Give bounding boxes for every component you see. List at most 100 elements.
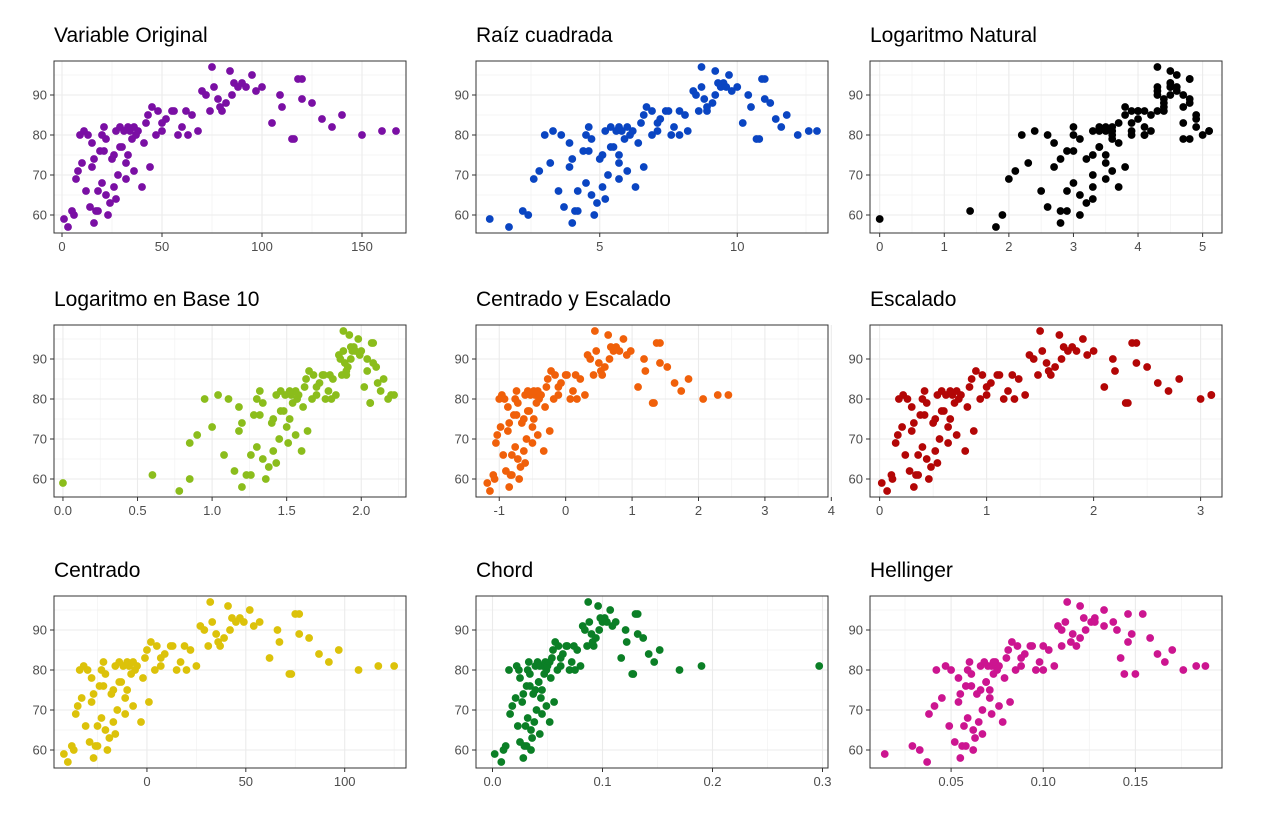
data-point — [952, 431, 961, 439]
x-tick-label: 3 — [761, 503, 768, 518]
data-point — [200, 395, 209, 403]
data-point — [603, 618, 611, 626]
data-point — [1120, 670, 1129, 678]
data-point — [551, 371, 559, 379]
data-point — [363, 367, 372, 375]
data-point — [1069, 179, 1078, 187]
data-point — [588, 638, 597, 646]
panel-title: Centrado y Escalado — [476, 288, 671, 311]
data-point — [354, 335, 363, 343]
data-point — [766, 99, 775, 107]
data-point — [315, 650, 323, 658]
data-point — [631, 183, 640, 191]
data-point — [363, 355, 372, 363]
data-point — [258, 455, 267, 463]
data-point — [1134, 107, 1142, 115]
data-point — [877, 479, 886, 487]
data-point — [526, 682, 534, 690]
data-point — [1134, 115, 1142, 123]
data-point — [744, 91, 753, 99]
data-point — [390, 662, 399, 670]
data-point — [965, 383, 974, 391]
data-point — [300, 383, 309, 391]
data-point — [905, 467, 914, 475]
data-point — [111, 730, 120, 738]
data-point — [1108, 167, 1117, 175]
data-point — [1057, 626, 1066, 634]
data-point — [1036, 327, 1045, 335]
y-tick-label: 90 — [455, 88, 469, 103]
data-point — [1082, 199, 1091, 207]
plot-background — [476, 325, 828, 497]
data-point — [930, 702, 939, 710]
x-tick-label: 150 — [351, 239, 373, 254]
data-point — [1127, 107, 1136, 115]
data-point — [265, 654, 274, 662]
data-point — [1127, 630, 1136, 638]
data-point — [246, 471, 255, 479]
data-point — [110, 151, 118, 159]
data-point — [486, 487, 494, 495]
data-point — [208, 618, 217, 626]
data-point — [956, 754, 965, 762]
data-point — [545, 427, 554, 435]
data-point — [210, 83, 218, 91]
data-point — [992, 223, 1000, 231]
data-point — [1207, 391, 1216, 399]
x-tick-label: -1 — [493, 503, 505, 518]
y-tick-label: 70 — [33, 703, 47, 718]
data-point — [88, 163, 96, 171]
data-point — [606, 143, 615, 151]
data-point — [995, 702, 1003, 710]
data-point — [516, 674, 524, 682]
data-point — [620, 135, 629, 143]
data-point — [933, 459, 942, 467]
data-point — [605, 355, 614, 363]
data-point — [1002, 654, 1011, 662]
data-point — [345, 331, 354, 339]
x-tick-label: 1 — [628, 503, 635, 518]
data-point — [497, 758, 506, 766]
data-point — [545, 718, 554, 726]
data-point — [483, 479, 492, 487]
plot-border — [53, 595, 407, 769]
x-tick-label: 5 — [596, 239, 603, 254]
data-point — [490, 475, 499, 483]
plot-background — [54, 325, 406, 497]
data-point — [1017, 662, 1026, 670]
data-point — [539, 447, 548, 455]
data-point — [97, 714, 106, 722]
data-point — [639, 163, 648, 171]
data-point — [925, 710, 933, 718]
data-point — [503, 427, 512, 435]
data-point — [86, 203, 94, 211]
y-tick-label: 90 — [455, 352, 469, 367]
data-point — [573, 207, 582, 215]
y-tick-label: 70 — [849, 703, 863, 718]
data-point — [84, 131, 92, 139]
data-point — [545, 658, 554, 666]
data-point — [1017, 131, 1026, 139]
data-point — [944, 423, 953, 431]
data-point — [755, 135, 764, 143]
data-point — [154, 107, 162, 115]
data-point — [568, 219, 577, 227]
data-point — [1164, 387, 1173, 395]
data-point — [235, 427, 243, 435]
data-point — [90, 219, 98, 227]
data-point — [89, 690, 98, 698]
data-point — [1072, 642, 1081, 650]
data-point — [312, 383, 321, 391]
data-point — [961, 682, 970, 690]
data-point — [1051, 363, 1059, 371]
data-point — [1128, 339, 1137, 347]
data-point — [282, 423, 291, 431]
data-point — [521, 722, 530, 730]
data-point — [130, 167, 138, 175]
data-point — [83, 666, 92, 674]
data-point — [174, 131, 182, 139]
data-point — [972, 367, 980, 375]
plot-border — [53, 60, 407, 234]
data-point — [1140, 131, 1149, 139]
scatter-panel-3: Logaritmo Natural 60 70 80 90 0 1 2 3 4 5 — [849, 24, 1223, 254]
